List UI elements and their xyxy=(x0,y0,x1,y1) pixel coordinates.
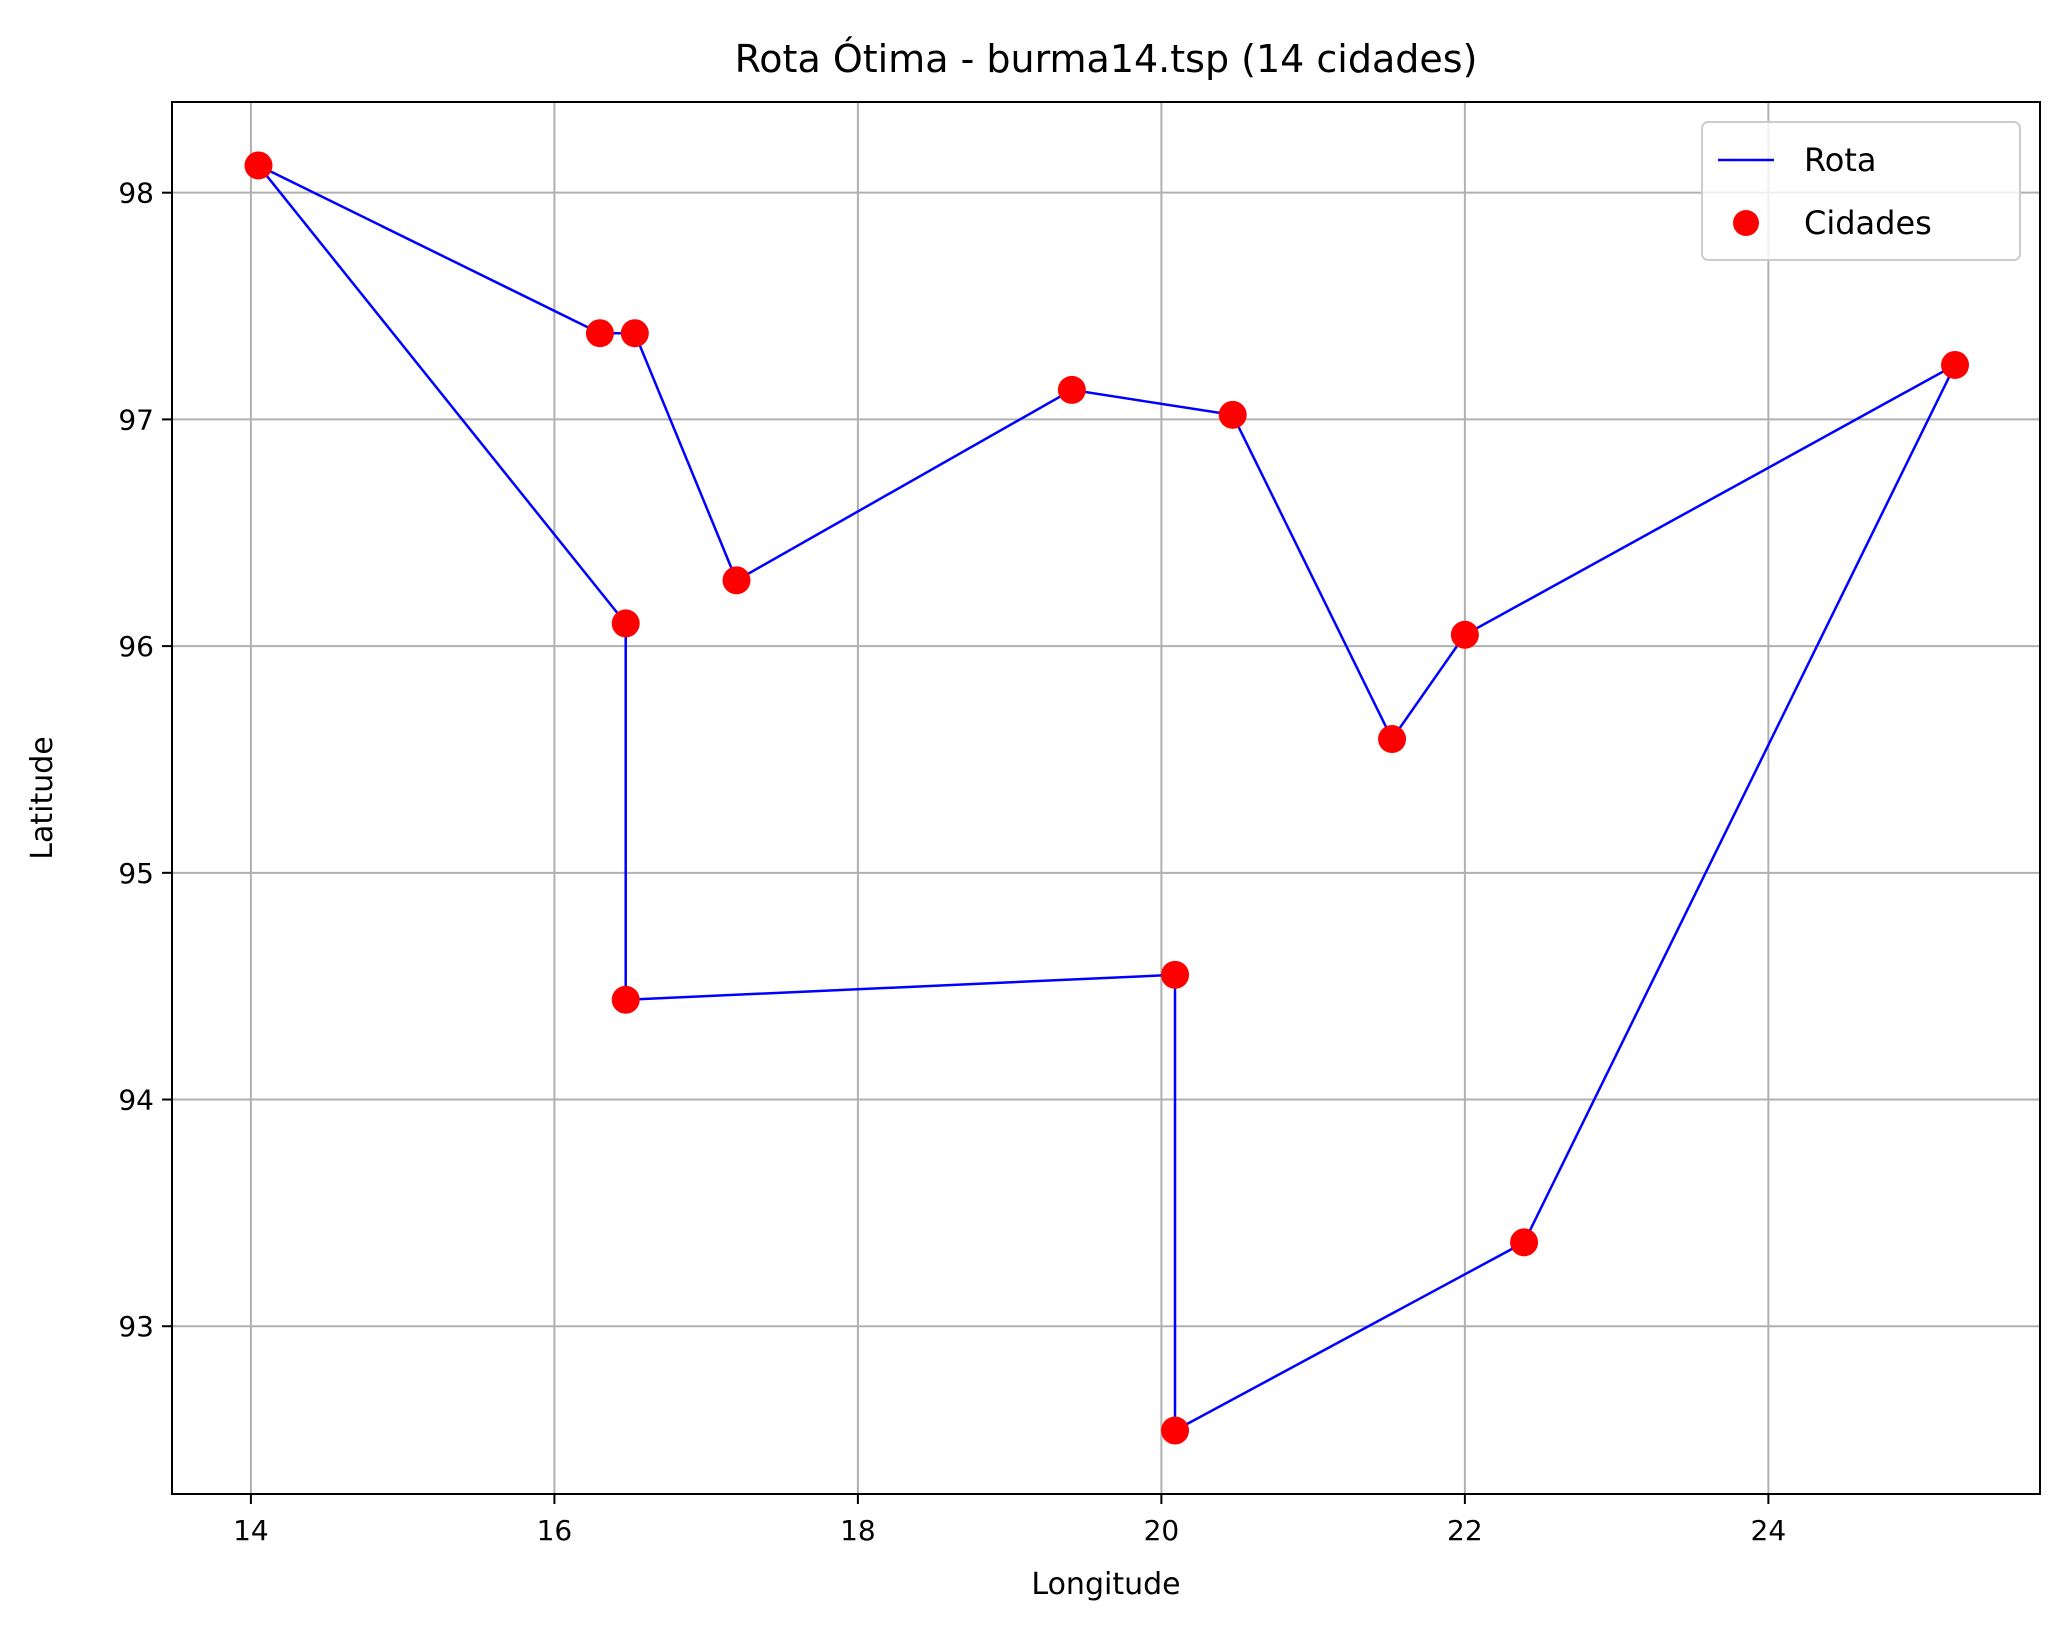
city-point xyxy=(1378,725,1407,754)
y-tick-label: 94 xyxy=(118,1084,154,1117)
y-tick-label: 97 xyxy=(118,403,154,436)
legend-box xyxy=(1701,121,2021,261)
plot-frame xyxy=(171,101,2041,1495)
city-point xyxy=(1218,400,1247,429)
y-tick-label: 98 xyxy=(118,177,154,210)
x-tick-label: 16 xyxy=(537,1514,573,1547)
city-point xyxy=(1057,375,1086,404)
legend-cities-swatch xyxy=(1733,210,1759,236)
legend: Rota Cidades xyxy=(1701,121,2021,261)
x-axis-label: Longitude xyxy=(1031,1567,1180,1602)
x-axis-ticks: 14 16 18 20 22 24 xyxy=(233,1494,1786,1547)
city-point xyxy=(585,319,614,348)
y-axis-ticks: 93 94 95 96 97 98 xyxy=(118,177,172,1343)
cities-series xyxy=(244,151,1970,1445)
chart-title: Rota Ótima - burma14.tsp (14 cidades) xyxy=(735,37,1478,81)
city-point xyxy=(611,985,640,1014)
x-tick-label: 18 xyxy=(840,1514,876,1547)
city-point xyxy=(1941,350,1970,379)
city-point xyxy=(1450,620,1479,649)
y-tick-label: 95 xyxy=(118,857,154,890)
city-point xyxy=(611,609,640,638)
y-tick-label: 93 xyxy=(118,1310,154,1343)
legend-route-label: Rota xyxy=(1804,141,1877,179)
x-tick-label: 14 xyxy=(233,1514,269,1547)
city-point xyxy=(244,151,273,180)
city-point xyxy=(1161,1416,1190,1445)
y-axis-label: Latitude xyxy=(25,736,60,859)
city-point xyxy=(1161,960,1190,989)
x-tick-label: 24 xyxy=(1751,1514,1787,1547)
y-tick-label: 96 xyxy=(118,630,154,663)
city-point xyxy=(722,566,751,595)
city-point xyxy=(1510,1228,1539,1257)
grid-lines xyxy=(172,102,2040,1494)
x-tick-label: 22 xyxy=(1447,1514,1483,1547)
x-tick-label: 20 xyxy=(1144,1514,1180,1547)
city-point xyxy=(620,319,649,348)
legend-cities-label: Cidades xyxy=(1804,204,1932,242)
